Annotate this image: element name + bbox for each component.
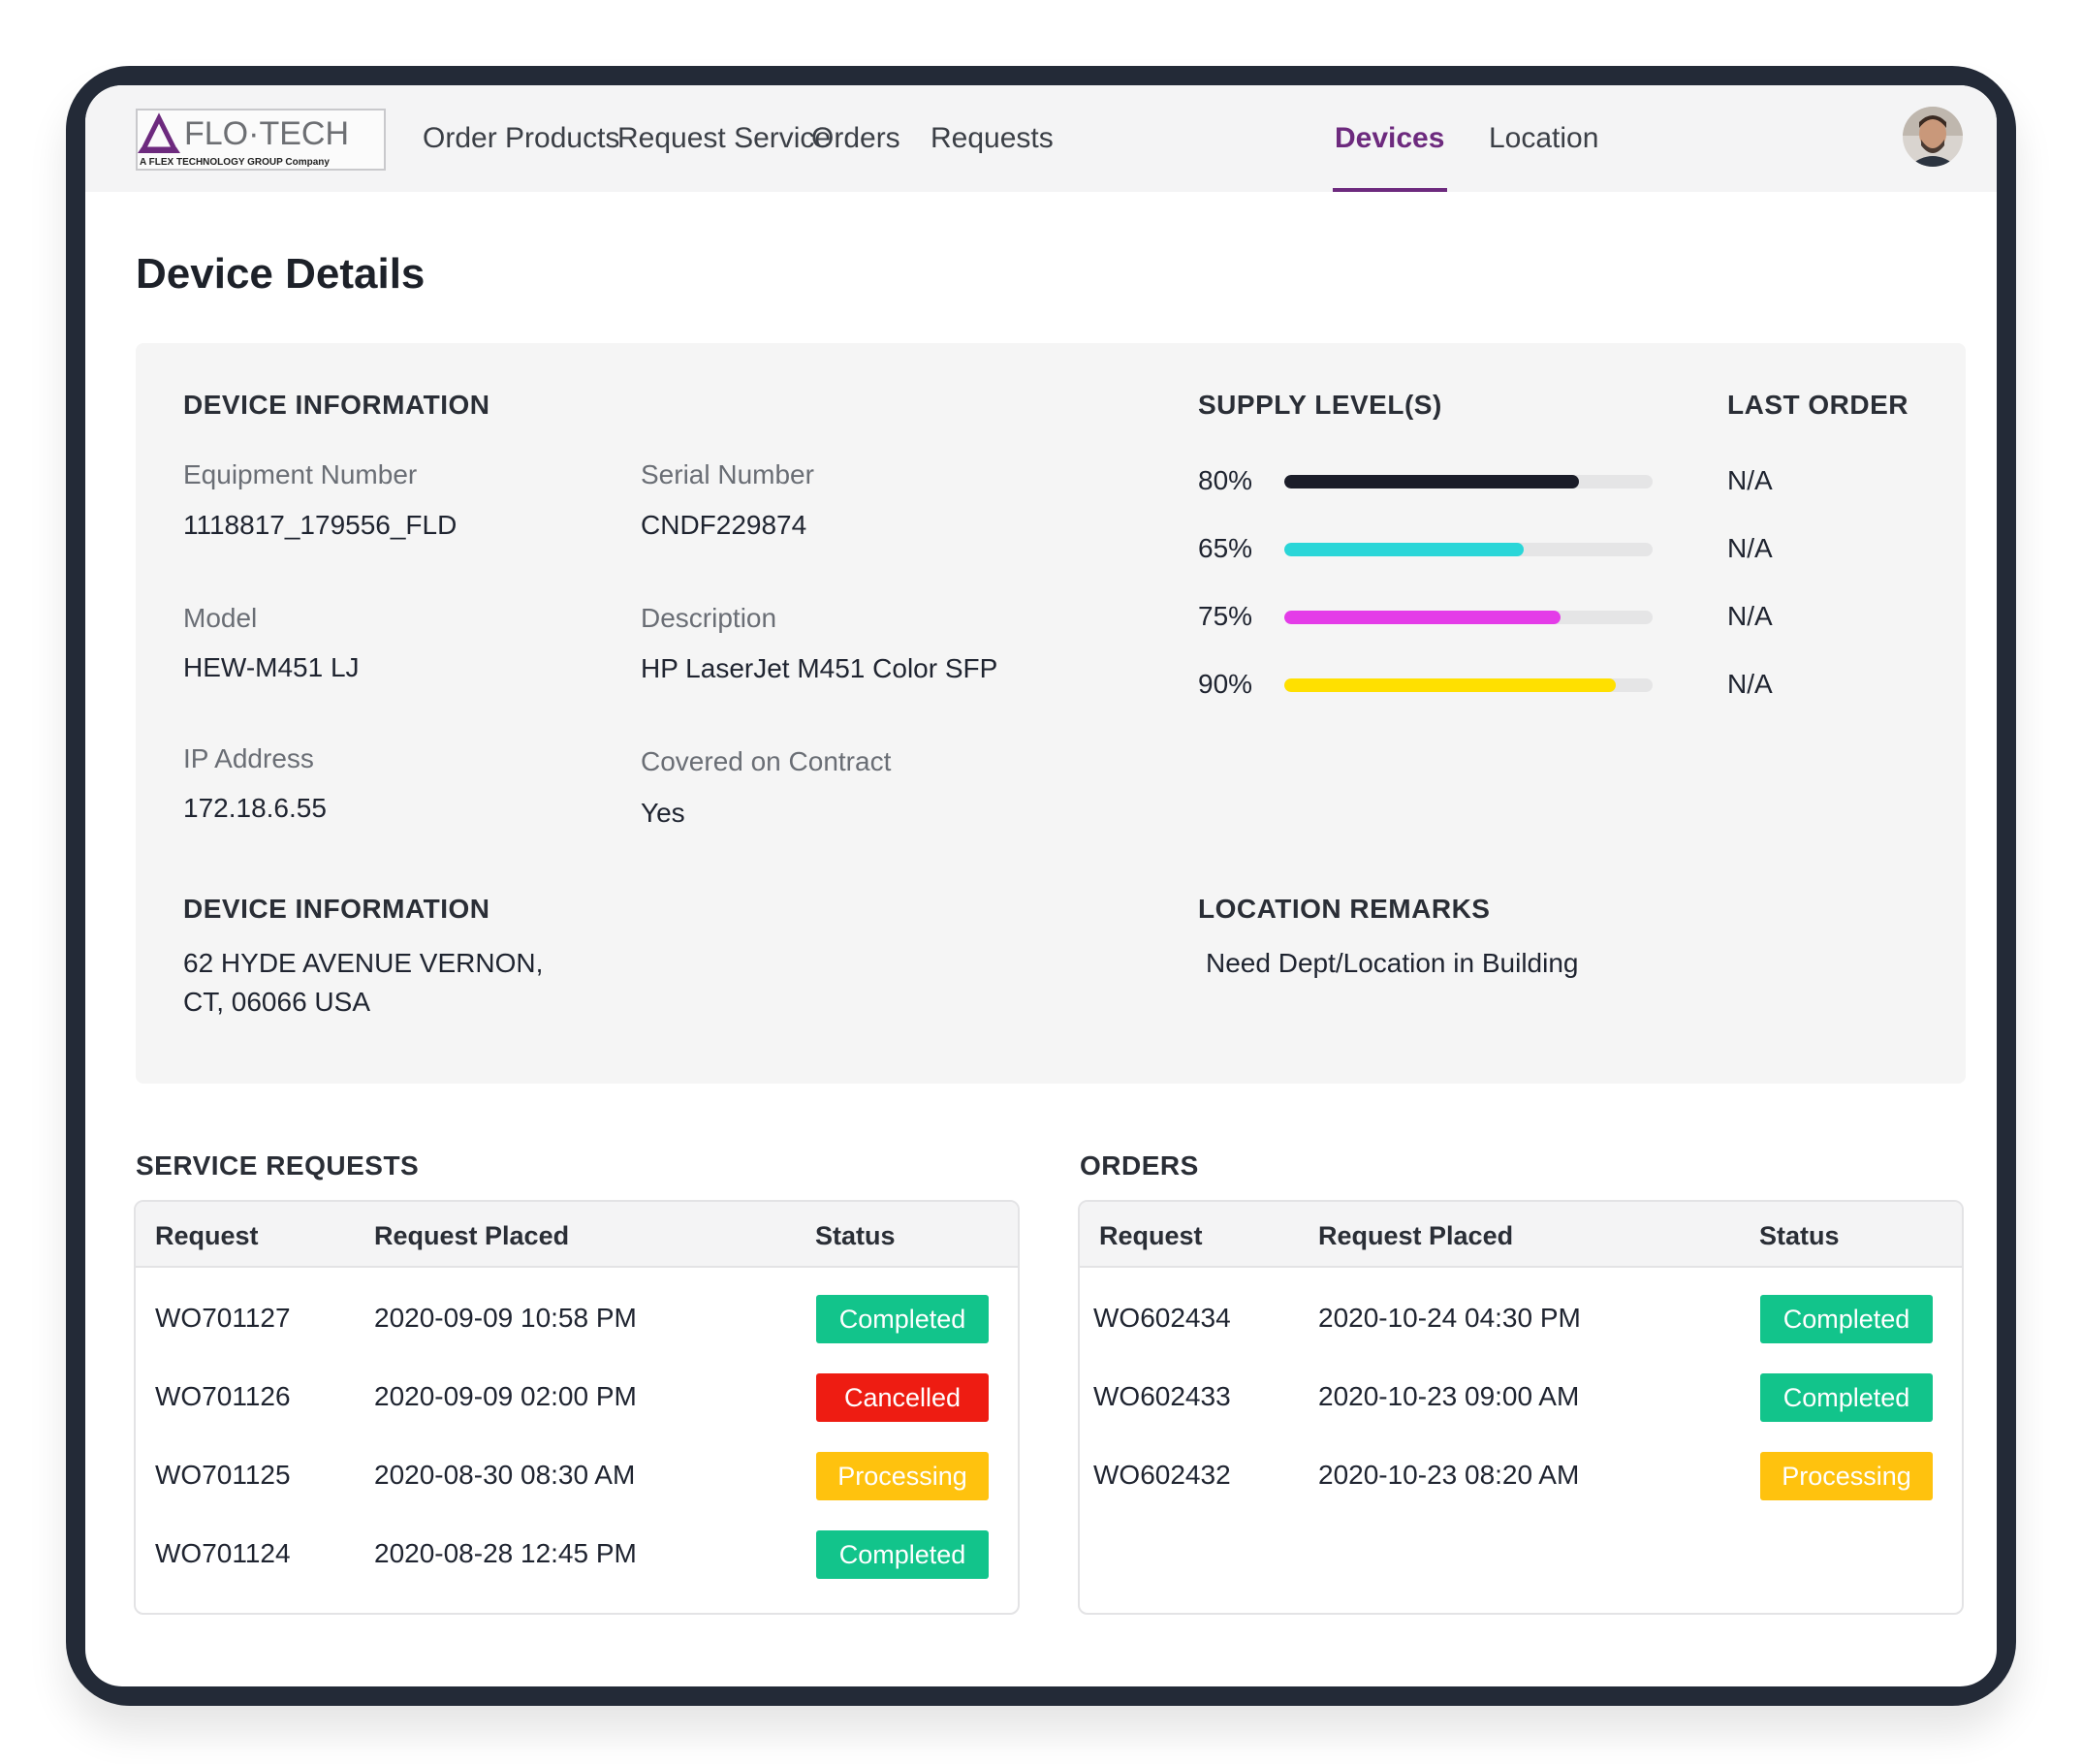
supply-percent: 65% [1198,533,1253,563]
table-row[interactable]: WO701127 2020-09-09 10:58 PM Completed [136,1281,1018,1359]
request-placed: 2020-09-09 10:58 PM [374,1303,637,1333]
orders-title: ORDERS [1080,1150,1199,1181]
covered-on-contract-value: Yes [641,798,685,828]
logo-tagline: A FLEX TECHNOLOGY GROUP Company [140,157,330,168]
address-heading: DEVICE INFORMATION [183,894,490,924]
status-badge[interactable]: Completed [816,1530,989,1579]
flotech-logo[interactable]: FLO·TECH A FLEX TECHNOLOGY GROUP Company [136,109,386,171]
active-tab-indicator [1333,188,1447,192]
table-header: Request Request Placed Status [1080,1202,1962,1268]
table-row[interactable]: WO701126 2020-09-09 02:00 PM Cancelled [136,1360,1018,1437]
description-value: HP LaserJet M451 Color SFP [641,653,998,683]
location-remarks-heading: LOCATION REMARKS [1198,894,1491,924]
supply-bar-fill [1284,678,1616,692]
serial-number-label: Serial Number [641,459,814,489]
supply-levels-heading: SUPPLY LEVEL(S) [1198,390,1442,420]
top-navbar: FLO·TECH A FLEX TECHNOLOGY GROUP Company… [85,85,1997,192]
supply-bar-fill [1284,611,1561,624]
equipment-number-label: Equipment Number [183,459,418,489]
equipment-number-value: 1118817_179556_FLD [183,510,457,540]
supply-bar-track [1284,678,1653,692]
ip-address-label: IP Address [183,743,314,773]
request-id[interactable]: WO701126 [155,1381,291,1411]
supply-row: 90% N/A [136,669,1966,708]
supply-last-order: N/A [1727,669,1773,699]
request-placed: 2020-08-28 12:45 PM [374,1538,637,1568]
request-id[interactable]: WO701127 [155,1303,291,1333]
address-line-2: CT, 06066 USA [183,987,370,1017]
order-placed: 2020-10-24 04:30 PM [1318,1303,1581,1333]
request-id[interactable]: WO701124 [155,1538,291,1568]
covered-on-contract-label: Covered on Contract [641,746,892,776]
supply-bar-fill [1284,543,1524,556]
serial-number-value: CNDF229874 [641,510,807,540]
supply-bar-track [1284,543,1653,556]
supply-last-order: N/A [1727,601,1773,631]
nav-devices[interactable]: Devices [1335,122,1445,154]
supply-row: 80% N/A [136,465,1966,504]
supply-last-order: N/A [1727,533,1773,563]
ip-address-value: 172.18.6.55 [183,793,327,823]
app-screen: FLO·TECH A FLEX TECHNOLOGY GROUP Company… [85,85,1997,1686]
table-row[interactable]: WO701124 2020-08-28 12:45 PM Completed [136,1517,1018,1594]
request-id[interactable]: WO701125 [155,1460,291,1490]
order-placed: 2020-10-23 09:00 AM [1318,1381,1580,1411]
status-badge[interactable]: Processing [816,1452,989,1500]
model-label: Model [183,603,258,633]
nav-location[interactable]: Location [1489,122,1599,154]
status-badge[interactable]: Completed [816,1295,989,1343]
device-address: 62 HYDE AVENUE VERNON, CT, 06066 USA [183,944,590,1022]
supply-percent: 80% [1198,465,1253,495]
column-header-request[interactable]: Request [1099,1221,1203,1250]
request-placed: 2020-09-09 02:00 PM [374,1381,637,1411]
nav-requests[interactable]: Requests [931,122,1054,154]
nav-request-service[interactable]: Request Service [617,122,832,154]
status-badge[interactable]: Processing [1760,1452,1933,1500]
logo-wordmark: FLO·TECH [184,115,349,152]
main-nav: Order Products Request Service Orders Re… [85,85,1997,192]
column-header-status[interactable]: Status [815,1221,896,1250]
supply-row: 75% N/A [136,601,1966,640]
flotech-logo-icon: FLO·TECH A FLEX TECHNOLOGY GROUP Company [138,112,349,168]
nav-orders[interactable]: Orders [811,122,900,154]
address-line-1: 62 HYDE AVENUE VERNON, [183,948,544,978]
device-details-panel: DEVICE INFORMATION Equipment Number 1118… [136,343,1966,1084]
order-id[interactable]: WO602432 [1093,1460,1231,1490]
orders-table: Request Request Placed Status WO602434 2… [1078,1200,1964,1615]
request-placed: 2020-08-30 08:30 AM [374,1460,636,1490]
location-remarks-value: Need Dept/Location in Building [1206,948,1579,978]
column-header-request[interactable]: Request [155,1221,259,1250]
order-id[interactable]: WO602434 [1093,1303,1231,1333]
supply-bar-fill [1284,475,1579,488]
user-avatar[interactable] [1903,107,1963,167]
table-row[interactable]: WO602432 2020-10-23 08:20 AM Processing [1080,1438,1962,1516]
column-header-request-placed[interactable]: Request Placed [374,1221,570,1250]
supply-percent: 75% [1198,601,1253,631]
table-row[interactable]: WO602433 2020-10-23 09:00 AM Completed [1080,1360,1962,1437]
last-order-heading: LAST ORDER [1727,390,1908,420]
status-badge[interactable]: Completed [1760,1373,1933,1422]
service-requests-title: SERVICE REQUESTS [136,1150,420,1181]
table-row[interactable]: WO701125 2020-08-30 08:30 AM Processing [136,1438,1018,1516]
table-row[interactable]: WO602434 2020-10-24 04:30 PM Completed [1080,1281,1962,1359]
service-requests-table: Request Request Placed Status WO701127 2… [134,1200,1020,1615]
supply-last-order: N/A [1727,465,1773,495]
model-value: HEW-M451 LJ [183,652,360,682]
table-header: Request Request Placed Status [136,1202,1018,1268]
description-label: Description [641,603,777,633]
order-id[interactable]: WO602433 [1093,1381,1231,1411]
user-avatar-icon [1903,107,1963,167]
page-title: Device Details [136,250,426,298]
supply-row: 65% N/A [136,533,1966,572]
device-information-heading: DEVICE INFORMATION [183,390,490,420]
column-header-request-placed[interactable]: Request Placed [1318,1221,1514,1250]
column-header-status[interactable]: Status [1759,1221,1840,1250]
supply-percent: 90% [1198,669,1253,699]
status-badge[interactable]: Completed [1760,1295,1933,1343]
order-placed: 2020-10-23 08:20 AM [1318,1460,1580,1490]
supply-bar-track [1284,475,1653,488]
nav-order-products[interactable]: Order Products [423,122,620,154]
status-badge[interactable]: Cancelled [816,1373,989,1422]
supply-bar-track [1284,611,1653,624]
